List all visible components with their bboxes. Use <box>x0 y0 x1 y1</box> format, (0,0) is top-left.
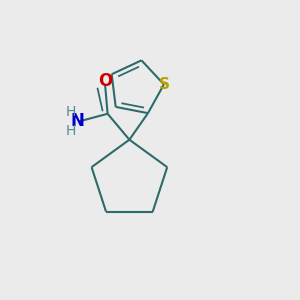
Text: O: O <box>98 72 112 90</box>
Text: N: N <box>71 112 85 130</box>
Text: H: H <box>66 124 76 138</box>
Text: H: H <box>66 105 76 119</box>
Text: S: S <box>158 77 169 92</box>
